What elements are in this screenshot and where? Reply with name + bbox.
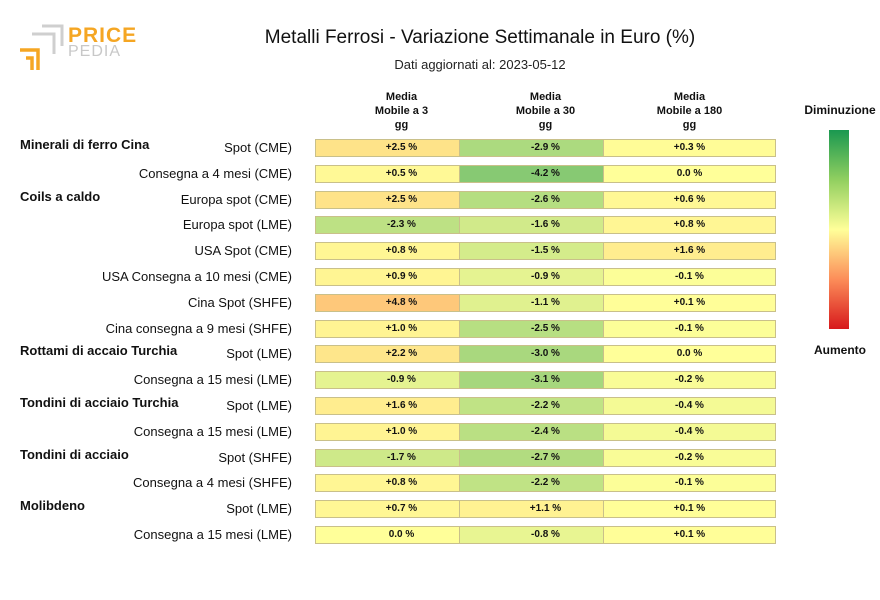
value-cell: +1.6 % [603,242,776,261]
value-cell: +0.8 % [315,242,488,261]
value-cell: +0.1 % [603,293,776,312]
row-label: Spot (LME) [226,346,292,362]
value-cell: -2.2 % [459,474,632,493]
column-header: Media Mobile a 3 gg [340,90,464,132]
value-cell: +0.8 % [603,216,776,235]
group-label: Minerali di ferro Cina [20,137,150,152]
value-cell: +0.1 % [603,500,776,519]
row-label: Spot (LME) [226,398,292,413]
group-label: Tondini di acciaio [20,446,129,462]
value-cell: +0.3 % [603,139,776,157]
row-label: Consegna a 15 mesi (LME) [133,372,292,388]
row-label: USA Consegna a 10 mesi (CME) [101,269,292,284]
value-cell: -0.2 % [603,371,776,390]
value-cell: -0.1 % [603,268,776,286]
logo-pedia-text: PEDIA [68,43,122,60]
value-cell: -0.9 % [459,268,632,286]
row-label: Consegna a 4 mesi (SHFE) [133,475,292,491]
chart-subtitle: Dati aggiornati al: 2023-05-12 [394,57,566,72]
value-cell: -3.0 % [459,345,632,364]
group-label: Coils a caldo [20,188,101,204]
logo-price-text: PRICE [68,24,138,47]
value-cell: -0.2 % [603,448,776,467]
row-label: Consegna a 4 mesi (CME) [138,165,292,181]
value-cell: -1.7 % [315,448,488,467]
value-cell: +1.0 % [315,319,488,338]
row-label: Spot (CME) [224,140,292,155]
value-cell: 0.0 % [603,164,776,183]
group-label: Tondini di acciaio Turchia [20,395,179,410]
value-cell: +4.8 % [315,293,488,312]
column-header-line: Media [529,91,562,103]
column-header-line: Mobile a 30 [515,105,576,117]
value-cell: -0.4 % [603,397,776,415]
value-cell: -2.5 % [459,319,632,338]
column-header-line: gg [682,119,697,131]
row-label: Spot (SHFE) [218,449,292,465]
value-cell: -0.1 % [603,319,776,338]
group-label: Molibdeno [20,498,85,514]
column-header: Media Mobile a 180 gg [628,90,752,132]
pricepedia-logo: PRICE PEDIA [18,24,136,74]
column-header-line: gg [538,119,553,131]
value-cell: 0.0 % [603,345,776,364]
value-cell: -0.9 % [315,371,488,390]
chart-title: Metalli Ferrosi - Variazione Settimanale… [264,27,696,48]
column-header: Media Mobile a 30 gg [484,90,608,132]
column-header-line: Mobile a 180 [656,105,723,117]
row-label: Consegna a 15 mesi (LME) [133,527,292,542]
legend-top-label: Diminuzione [804,103,876,117]
value-cell: +0.1 % [603,526,776,544]
legend-bottom-label: Aumento [814,343,866,357]
value-cell: +0.6 % [603,190,776,209]
value-cell: +2.5 % [315,139,488,157]
value-cell: -3.1 % [459,371,632,390]
logo-mark-icon [20,24,64,70]
row-label: Consegna a 15 mesi (LME) [133,423,292,439]
column-header-line: Mobile a 3 [374,105,429,117]
row-label: Cina Spot (SHFE) [187,294,292,310]
value-cell: +1.1 % [459,500,632,519]
column-header-line: gg [394,119,409,131]
legend-color-bar [829,130,849,329]
value-cell: +1.0 % [315,422,488,441]
group-label: Rottami di accaio Turchia [20,343,178,359]
row-label: Spot (LME) [226,501,292,517]
row-label: Europa spot (CME) [180,191,292,207]
value-cell: +2.5 % [315,190,488,209]
value-cell: -0.1 % [603,474,776,493]
row-label: Europa spot (LME) [182,217,292,233]
row-label: USA Spot (CME) [194,243,292,259]
value-cell: -0.4 % [603,422,776,441]
column-header-line: Media [385,91,418,103]
row-label: Cina consegna a 9 mesi (SHFE) [105,320,292,336]
column-header-line: Media [673,91,706,103]
value-cell: -1.6 % [459,216,632,235]
